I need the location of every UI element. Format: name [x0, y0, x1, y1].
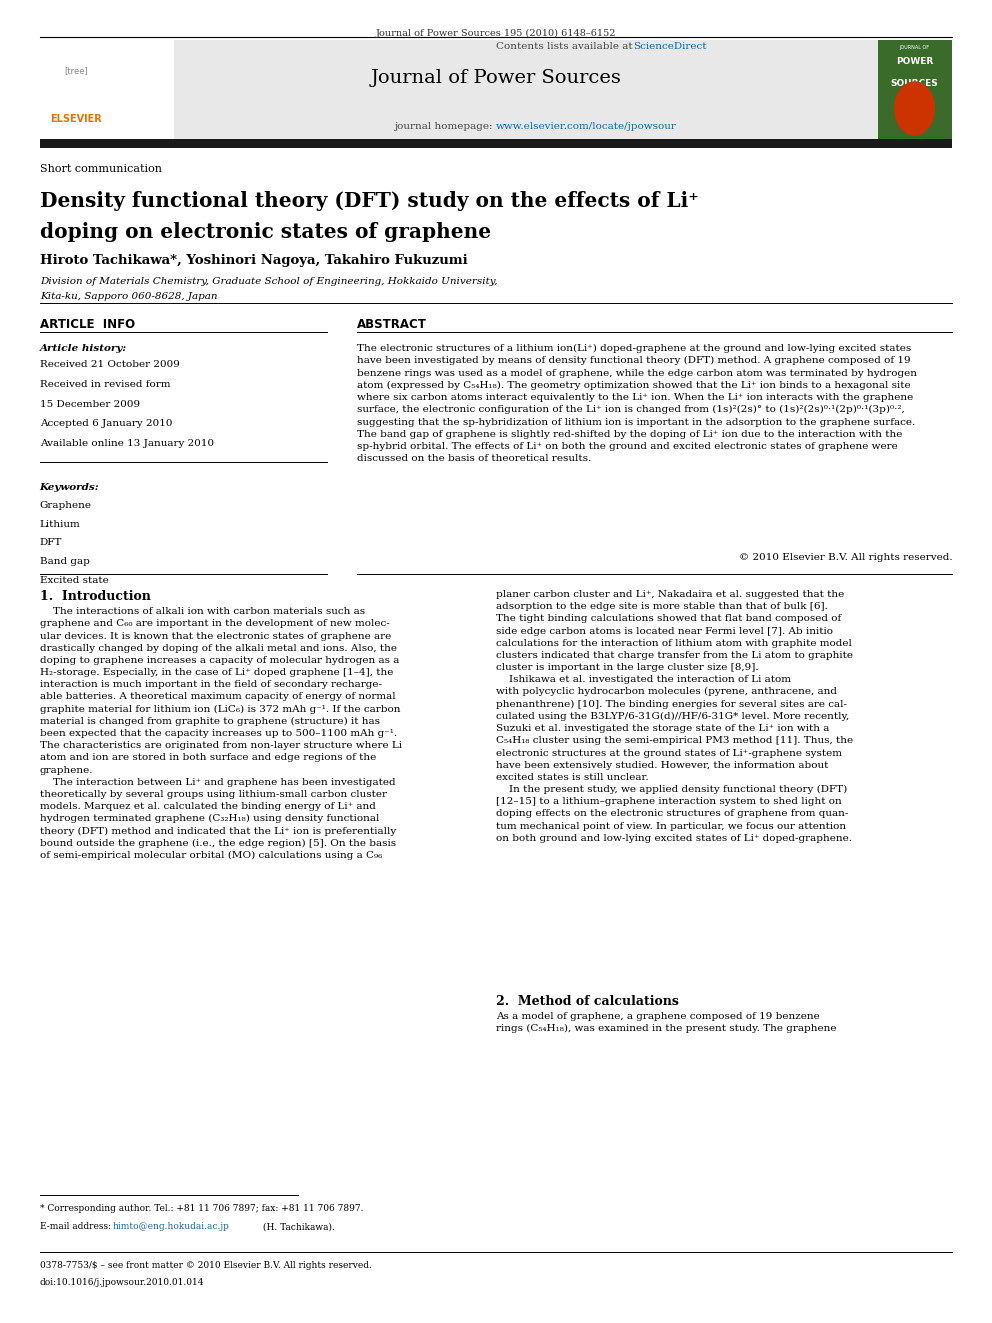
- Text: Excited state: Excited state: [40, 576, 108, 585]
- Text: The electronic structures of a lithium ion(Li⁺) doped-graphene at the ground and: The electronic structures of a lithium i…: [357, 344, 918, 463]
- Text: ARTICLE  INFO: ARTICLE INFO: [40, 318, 135, 331]
- Text: Contents lists available at: Contents lists available at: [496, 42, 636, 52]
- Bar: [40, 40, 952, 139]
- Text: E-mail address:: E-mail address:: [40, 1222, 114, 1232]
- Text: Kita-ku, Sapporo 060-8628, Japan: Kita-ku, Sapporo 060-8628, Japan: [40, 292, 217, 302]
- Text: ABSTRACT: ABSTRACT: [357, 318, 427, 331]
- Text: POWER: POWER: [896, 57, 933, 66]
- Text: 15 December 2009: 15 December 2009: [40, 400, 140, 409]
- Text: journal homepage:: journal homepage:: [394, 122, 496, 131]
- Text: As a model of graphene, a graphene composed of 19 benzene
rings (C₅₄H₁₈), was ex: As a model of graphene, a graphene compo…: [496, 1012, 836, 1033]
- Text: Received in revised form: Received in revised form: [40, 380, 171, 389]
- Text: doping on electronic states of graphene: doping on electronic states of graphene: [40, 222, 491, 242]
- Bar: [40, 40, 174, 139]
- Text: JOURNAL OF: JOURNAL OF: [900, 45, 930, 50]
- Text: Keywords:: Keywords:: [40, 483, 99, 492]
- Text: 1.  Introduction: 1. Introduction: [40, 590, 151, 603]
- Text: * Corresponding author. Tel.: +81 11 706 7897; fax: +81 11 706 7897.: * Corresponding author. Tel.: +81 11 706…: [40, 1204, 363, 1213]
- Bar: [40, 139, 952, 148]
- Text: ScienceDirect: ScienceDirect: [633, 42, 706, 52]
- Text: Article history:: Article history:: [40, 344, 127, 353]
- Text: 2.  Method of calculations: 2. Method of calculations: [496, 995, 679, 1008]
- Text: 0378-7753/$ – see front matter © 2010 Elsevier B.V. All rights reserved.: 0378-7753/$ – see front matter © 2010 El…: [40, 1261, 372, 1270]
- Text: SOURCES: SOURCES: [891, 79, 938, 89]
- Text: Accepted 6 January 2010: Accepted 6 January 2010: [40, 419, 173, 429]
- Text: © 2010 Elsevier B.V. All rights reserved.: © 2010 Elsevier B.V. All rights reserved…: [739, 553, 952, 562]
- Text: Density functional theory (DFT) study on the effects of Li⁺: Density functional theory (DFT) study on…: [40, 191, 698, 210]
- Text: Band gap: Band gap: [40, 557, 89, 566]
- Text: Hiroto Tachikawa*, Yoshinori Nagoya, Takahiro Fukuzumi: Hiroto Tachikawa*, Yoshinori Nagoya, Tak…: [40, 254, 467, 267]
- Circle shape: [895, 82, 934, 135]
- Text: DFT: DFT: [40, 538, 62, 548]
- Text: doi:10.1016/j.jpowsour.2010.01.014: doi:10.1016/j.jpowsour.2010.01.014: [40, 1278, 204, 1287]
- Text: himto@eng.hokudai.ac.jp: himto@eng.hokudai.ac.jp: [113, 1222, 230, 1232]
- Text: ELSEVIER: ELSEVIER: [51, 114, 102, 124]
- Text: Graphene: Graphene: [40, 501, 91, 511]
- Bar: [878, 40, 952, 139]
- Text: Division of Materials Chemistry, Graduate School of Engineering, Hokkaido Univer: Division of Materials Chemistry, Graduat…: [40, 277, 497, 286]
- Text: Short communication: Short communication: [40, 164, 162, 175]
- Text: (H. Tachikawa).: (H. Tachikawa).: [260, 1222, 334, 1232]
- Text: Journal of Power Sources 195 (2010) 6148–6152: Journal of Power Sources 195 (2010) 6148…: [376, 29, 616, 38]
- Text: Available online 13 January 2010: Available online 13 January 2010: [40, 439, 214, 448]
- Text: www.elsevier.com/locate/jpowsour: www.elsevier.com/locate/jpowsour: [496, 122, 677, 131]
- Text: Journal of Power Sources: Journal of Power Sources: [371, 69, 621, 87]
- Text: Lithium: Lithium: [40, 520, 80, 529]
- Text: The interactions of alkali ion with carbon materials such as
graphene and C₆₀ ar: The interactions of alkali ion with carb…: [40, 607, 402, 860]
- Text: [tree]: [tree]: [64, 66, 88, 75]
- Text: Received 21 October 2009: Received 21 October 2009: [40, 360, 180, 369]
- Text: planer carbon cluster and Li⁺, Nakadaira et al. suggested that the
adsorption to: planer carbon cluster and Li⁺, Nakadaira…: [496, 590, 853, 843]
